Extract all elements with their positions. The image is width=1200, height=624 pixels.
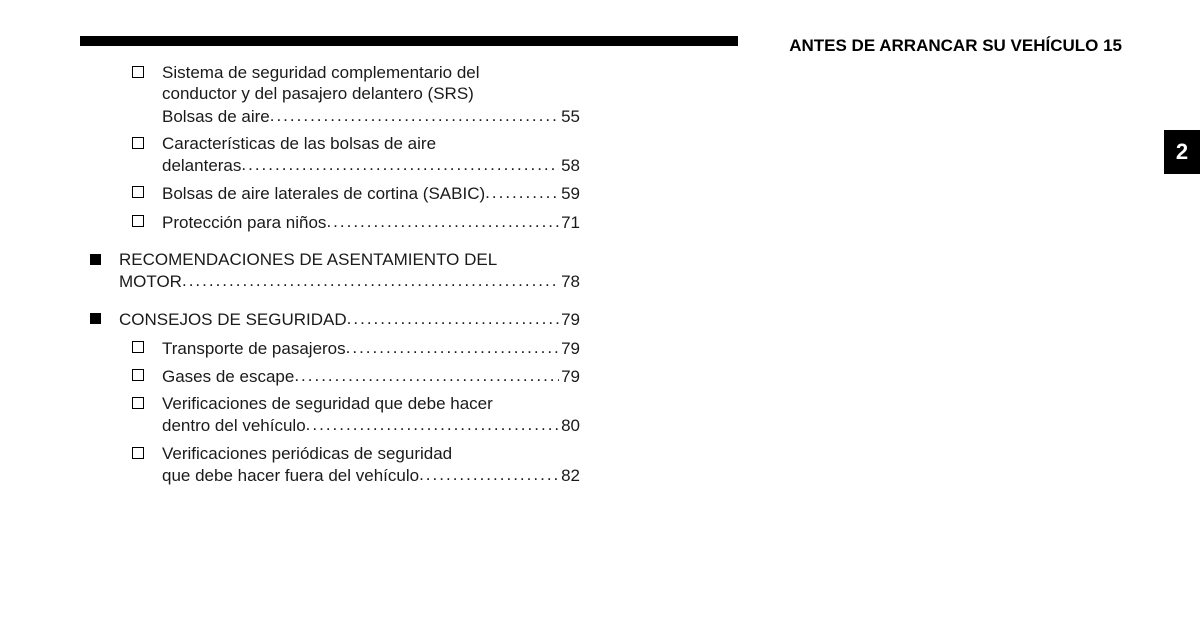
toc-sub-item: Bolsas de aire laterales de cortina (SAB…: [132, 182, 580, 204]
toc-main-item: CONSEJOS DE SEGURIDAD 79: [90, 308, 580, 330]
hollow-square-icon: [132, 186, 144, 198]
toc-sub-item: Transporte de pasajeros 79: [132, 337, 580, 359]
hollow-square-icon: [132, 447, 144, 459]
hollow-square-icon: [132, 341, 144, 353]
toc-main-item: RECOMENDACIONES DE ASENTAMIENTO DELMOTOR…: [90, 249, 580, 293]
chapter-tab: 2: [1164, 130, 1200, 174]
toc-content: Sistema de seguridad complementario delc…: [90, 62, 580, 492]
toc-sub-item: Verificaciones de seguridad que debe hac…: [132, 393, 580, 437]
hollow-square-icon: [132, 137, 144, 149]
page-header-title: ANTES DE ARRANCAR SU VEHÍCULO 15: [789, 36, 1122, 56]
toc-sub-item: Sistema de seguridad complementario delc…: [132, 62, 580, 127]
filled-square-icon: [90, 254, 101, 265]
hollow-square-icon: [132, 369, 144, 381]
toc-sub-item: Protección para niños 71: [132, 211, 580, 233]
hollow-square-icon: [132, 215, 144, 227]
toc-sub-item: Gases de escape 79: [132, 365, 580, 387]
toc-sub-item: Verificaciones periódicas de seguridadqu…: [132, 443, 580, 487]
hollow-square-icon: [132, 397, 144, 409]
filled-square-icon: [90, 313, 101, 324]
toc-sub-item: Características de las bolsas de airedel…: [132, 133, 580, 177]
header-bar: [80, 36, 738, 46]
hollow-square-icon: [132, 66, 144, 78]
